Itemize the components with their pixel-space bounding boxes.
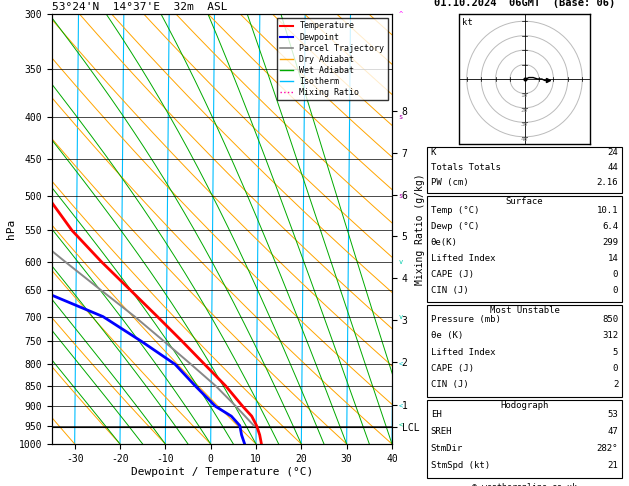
Text: 21: 21	[608, 461, 618, 469]
Text: 47: 47	[608, 427, 618, 436]
Text: CAPE (J): CAPE (J)	[431, 364, 474, 373]
Text: <: <	[398, 361, 403, 367]
Text: K: K	[431, 148, 436, 157]
Text: 01.10.2024  06GMT  (Base: 06): 01.10.2024 06GMT (Base: 06)	[434, 0, 615, 8]
Text: Hodograph: Hodograph	[500, 401, 548, 410]
Text: kt: kt	[462, 18, 473, 27]
Text: 10: 10	[521, 93, 528, 99]
Text: v: v	[398, 313, 403, 320]
Text: 6.4: 6.4	[602, 222, 618, 231]
Text: 0: 0	[613, 364, 618, 373]
Text: Pressure (mb): Pressure (mb)	[431, 315, 501, 324]
Text: Mixing Ratio (g/kg): Mixing Ratio (g/kg)	[415, 173, 425, 285]
Text: Lifted Index: Lifted Index	[431, 254, 495, 263]
Text: 53°24'N  14°37'E  32m  ASL: 53°24'N 14°37'E 32m ASL	[52, 2, 228, 12]
Text: StmSpd (kt): StmSpd (kt)	[431, 461, 490, 469]
Text: EH: EH	[431, 410, 442, 419]
Text: 282°: 282°	[597, 444, 618, 453]
Text: ^: ^	[398, 11, 403, 17]
Text: 5: 5	[613, 347, 618, 357]
Text: s: s	[398, 193, 403, 199]
Text: 0: 0	[613, 270, 618, 279]
Text: CIN (J): CIN (J)	[431, 380, 469, 389]
Text: θe (K): θe (K)	[431, 331, 463, 341]
Text: PW (cm): PW (cm)	[431, 178, 469, 187]
Text: Lifted Index: Lifted Index	[431, 347, 495, 357]
Text: v: v	[398, 259, 403, 264]
Text: 299: 299	[602, 238, 618, 247]
Text: 312: 312	[602, 331, 618, 341]
Text: θe(K): θe(K)	[431, 238, 458, 247]
Text: s: s	[398, 114, 403, 120]
Text: 2.16: 2.16	[597, 178, 618, 187]
Text: StmDir: StmDir	[431, 444, 463, 453]
Text: CIN (J): CIN (J)	[431, 286, 469, 295]
Text: 10.1: 10.1	[597, 206, 618, 215]
Text: <: <	[398, 423, 403, 429]
Text: 44: 44	[608, 163, 618, 172]
Text: Dewp (°C): Dewp (°C)	[431, 222, 479, 231]
Text: CAPE (J): CAPE (J)	[431, 270, 474, 279]
Text: 30: 30	[521, 122, 528, 127]
Text: 20: 20	[521, 108, 528, 113]
Text: Most Unstable: Most Unstable	[489, 306, 559, 315]
Text: Temp (°C): Temp (°C)	[431, 206, 479, 215]
Text: 850: 850	[602, 315, 618, 324]
Text: 24: 24	[608, 148, 618, 157]
Text: 53: 53	[608, 410, 618, 419]
Text: Totals Totals: Totals Totals	[431, 163, 501, 172]
Text: 0: 0	[613, 286, 618, 295]
Text: <: <	[398, 403, 403, 409]
Y-axis label: km
ASL: km ASL	[435, 208, 453, 229]
Text: SREH: SREH	[431, 427, 452, 436]
Text: 40: 40	[521, 137, 528, 142]
Text: 14: 14	[608, 254, 618, 263]
Text: © weatheronline.co.uk: © weatheronline.co.uk	[472, 483, 577, 486]
X-axis label: Dewpoint / Temperature (°C): Dewpoint / Temperature (°C)	[131, 467, 313, 476]
Text: Surface: Surface	[506, 197, 543, 206]
Y-axis label: hPa: hPa	[6, 219, 16, 239]
Text: 2: 2	[613, 380, 618, 389]
Legend: Temperature, Dewpoint, Parcel Trajectory, Dry Adiabat, Wet Adiabat, Isotherm, Mi: Temperature, Dewpoint, Parcel Trajectory…	[277, 18, 388, 100]
